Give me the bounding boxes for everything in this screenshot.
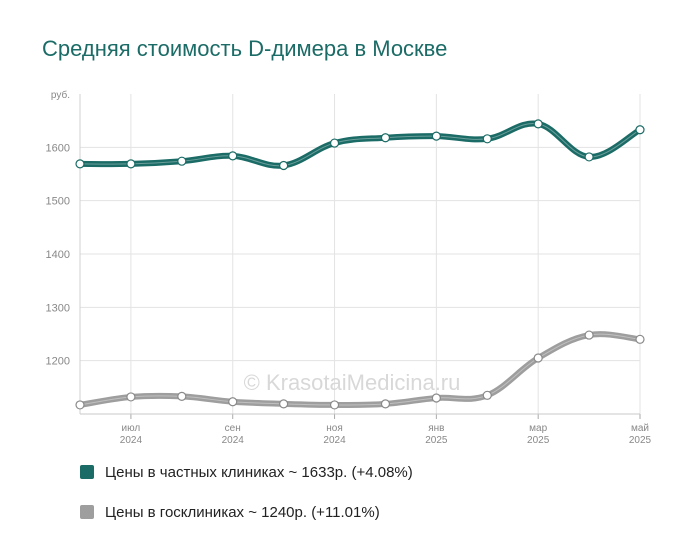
x-tick-label-month: янв xyxy=(428,423,444,434)
series-line-0 xyxy=(77,120,643,169)
series-0-point-2[interactable] xyxy=(177,156,187,166)
series-0-point-11[interactable] xyxy=(635,125,645,135)
series-1-point-1[interactable] xyxy=(126,392,136,402)
grid xyxy=(79,94,641,419)
series-1-point-9[interactable] xyxy=(533,353,543,363)
y-tick-label: 1400 xyxy=(46,249,70,261)
x-tick-label-year: 2025 xyxy=(527,435,550,446)
axis-labels: 12001300140015001600руб.июл2024сен2024но… xyxy=(46,89,652,446)
y-tick-label: 1200 xyxy=(46,356,70,368)
series-1-point-5[interactable] xyxy=(329,400,340,410)
legend-swatch-public xyxy=(80,505,94,519)
series-0-point-9[interactable] xyxy=(533,119,543,129)
y-tick-label: 1500 xyxy=(46,196,70,208)
series-0-point-0[interactable] xyxy=(75,159,85,169)
x-tick-label-month: май xyxy=(631,423,649,434)
series-line-highlight-0 xyxy=(79,122,641,167)
series-1-point-8[interactable] xyxy=(482,390,492,400)
series-1-point-7[interactable] xyxy=(431,393,441,403)
series-layer xyxy=(75,119,645,410)
series-0-point-8[interactable] xyxy=(482,134,492,144)
series-1-point-2[interactable] xyxy=(177,391,187,401)
legend-label-private: Цены в частных клиниках ~ 1633р. (+4.08%… xyxy=(105,463,413,481)
series-0-point-7[interactable] xyxy=(431,131,441,141)
series-1-point-3[interactable] xyxy=(228,397,238,407)
x-tick-label-month: ноя xyxy=(326,423,343,434)
x-tick-label-year: 2024 xyxy=(323,435,346,446)
series-0-point-1[interactable] xyxy=(126,159,136,169)
chart-title: Средняя стоимость D-димера в Москве xyxy=(42,36,448,61)
watermark: © KrasotaiMedicina.ru xyxy=(244,370,461,395)
series-0-point-6[interactable] xyxy=(380,133,391,143)
legend-label-public: Цены в госклиниках ~ 1240р. (+11.01%) xyxy=(105,503,380,521)
legend-item-private[interactable]: Цены в частных клиниках ~ 1633р. (+4.08%… xyxy=(80,462,413,482)
x-tick-label-year: 2024 xyxy=(120,435,143,446)
y-tick-label: 1300 xyxy=(46,302,70,314)
x-tick-label-year: 2025 xyxy=(425,435,448,446)
legend-item-public[interactable]: Цены в госклиниках ~ 1240р. (+11.01%) xyxy=(80,502,413,522)
x-tick-label-month: июл xyxy=(122,423,141,434)
x-tick-label-year: 2025 xyxy=(629,435,652,446)
series-0-point-10[interactable] xyxy=(584,152,594,162)
series-0-point-4[interactable] xyxy=(279,160,289,171)
series-0-point-3[interactable] xyxy=(228,151,238,161)
series-1-point-0[interactable] xyxy=(75,400,85,410)
series-1-point-10[interactable] xyxy=(584,330,594,340)
series-1-point-11[interactable] xyxy=(635,334,645,344)
legend-swatch-private xyxy=(80,465,94,479)
x-tick-label-month: сен xyxy=(225,423,241,434)
series-1-point-6[interactable] xyxy=(380,399,391,409)
x-tick-label-year: 2024 xyxy=(222,435,245,446)
x-tick-label-month: мар xyxy=(529,423,547,434)
y-tick-label: 1600 xyxy=(46,142,70,154)
series-0-point-5[interactable] xyxy=(329,138,340,148)
legend: Цены в частных клиниках ~ 1633р. (+4.08%… xyxy=(80,462,413,542)
series-1-point-4[interactable] xyxy=(279,399,289,409)
y-unit-label: руб. xyxy=(51,89,70,101)
